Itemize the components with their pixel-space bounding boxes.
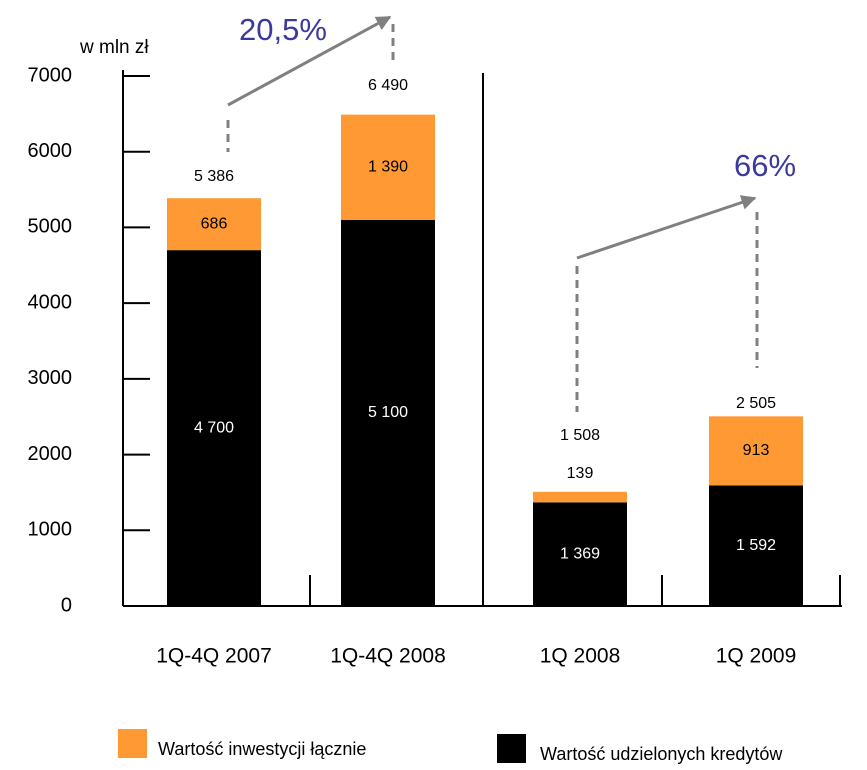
legend-label: Wartość inwestycji łącznie — [158, 739, 366, 759]
value-label: 4 700 — [194, 419, 234, 436]
y-tick-label: 1000 — [28, 519, 73, 541]
bar-segment — [533, 491, 627, 503]
y-tick-label: 0 — [61, 594, 72, 616]
y-tick-label: 3000 — [28, 367, 73, 389]
bar-segment — [709, 416, 803, 486]
value-label: 5 100 — [368, 404, 408, 421]
total-label: 5 386 — [194, 168, 234, 185]
legend-swatch — [497, 734, 526, 763]
growth-arrows — [226, 15, 759, 412]
bar-segment — [167, 250, 261, 606]
legend-swatch — [118, 729, 147, 758]
value-label: 139 — [567, 465, 594, 482]
total-label: 6 490 — [368, 77, 408, 94]
x-tick-label: 1Q-4Q 2008 — [330, 645, 446, 668]
y-tick-label: 6000 — [28, 140, 73, 162]
value-label: 913 — [743, 442, 770, 459]
unit-label: w mln zł — [79, 37, 149, 58]
x-tick-label: 1Q 2008 — [540, 645, 621, 668]
y-tick-label: 5000 — [28, 216, 73, 238]
value-label: 686 — [201, 215, 228, 232]
value-label: 1 369 — [560, 545, 600, 562]
total-label: 1 508 — [560, 427, 600, 444]
y-tick-label: 2000 — [28, 443, 73, 465]
y-tick-label: 4000 — [28, 291, 73, 313]
growth-label: 66% — [734, 148, 796, 183]
x-tick-label: 1Q 2009 — [716, 645, 797, 668]
y-tick-label: 7000 — [28, 64, 73, 86]
bar-segment — [167, 198, 261, 251]
bar-segment — [709, 485, 803, 606]
bar-segment — [341, 219, 435, 606]
legend-label: Wartość udzielonych kredytów — [540, 744, 783, 764]
bar-segment — [341, 114, 435, 220]
value-label: 1 390 — [368, 158, 408, 175]
value-label: 1 592 — [736, 537, 776, 554]
total-label: 2 505 — [736, 395, 776, 412]
bar-segment — [533, 502, 627, 606]
growth-label: 20,5% — [239, 12, 327, 47]
x-tick-label: 1Q-4Q 2007 — [156, 645, 272, 668]
